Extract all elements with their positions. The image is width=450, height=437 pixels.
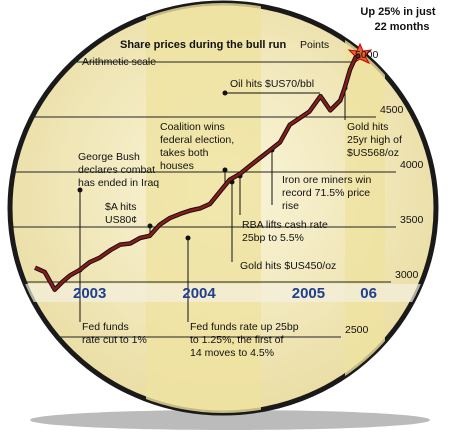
y-tick-label: 5000 (355, 49, 379, 61)
annotation-text: federal election, (160, 134, 234, 146)
x-tick-label: 06 (360, 285, 377, 302)
annotation-dot (222, 167, 228, 173)
annotation-text: RBA lifts cash rate (242, 219, 328, 231)
x-tick-label: 2004 (182, 285, 216, 302)
annotation-text: US80¢ (105, 214, 137, 226)
annotation-text: takes both (160, 147, 209, 159)
chart-title: Share prices during the bull run (120, 39, 287, 51)
shadow (30, 410, 430, 430)
x-tick-label: 2003 (73, 285, 106, 302)
annotation-text: 14 moves to 4.5% (190, 347, 274, 359)
annotation-text: $A hits (105, 201, 137, 213)
axis-strip (10, 284, 436, 302)
annotation-text: Gold hits (347, 121, 388, 133)
annotation-text: rate cut to 1% (82, 334, 147, 346)
annotation-text: Iron ore miners win (282, 174, 371, 186)
headline: Up 25% in just (360, 6, 436, 18)
annotation-dot (147, 223, 153, 229)
y-tick-label: 4000 (400, 159, 424, 171)
annotation-text: 25yr high of (347, 134, 402, 146)
y-axis-label: Points (300, 39, 329, 51)
annotation-text: rise (282, 200, 299, 212)
line (34, 54, 361, 291)
annotation-dot (222, 90, 228, 96)
annotation-text: record 71.5% price (282, 187, 370, 199)
annotation-text: Fed funds (82, 321, 129, 333)
y-tick-label: 3500 (400, 214, 424, 226)
annotation-text: George Bush (78, 151, 140, 163)
y-tick-label: 2500 (345, 324, 369, 336)
annotation-text: to 1.25%, the first of (190, 334, 283, 346)
annotation-text: 25bp to 5.5% (242, 232, 304, 244)
annotation-text: Gold hits $US450/oz (240, 260, 336, 272)
y-tick-label: 4500 (380, 104, 404, 116)
annotation-text: Coalition wins (160, 121, 225, 133)
annotation-text: declares combat (78, 164, 155, 176)
subtitle: Arithmetic scale (82, 56, 156, 68)
annotation-dot (185, 235, 191, 241)
annotation-text: has ended in Iraq (78, 177, 159, 189)
annotation-text: houses (160, 160, 194, 172)
annotation-text: Fed funds rate up 25bp (190, 321, 299, 333)
annotation-text: Oil hits $US70/bbl (230, 78, 314, 90)
plot (34, 53, 361, 292)
headline: 22 months (374, 21, 429, 33)
y-tick-label: 3000 (395, 269, 419, 281)
annotation-text: $US568/oz (347, 147, 399, 159)
annotation-dot (77, 187, 83, 193)
x-tick-label: 2005 (292, 285, 325, 302)
